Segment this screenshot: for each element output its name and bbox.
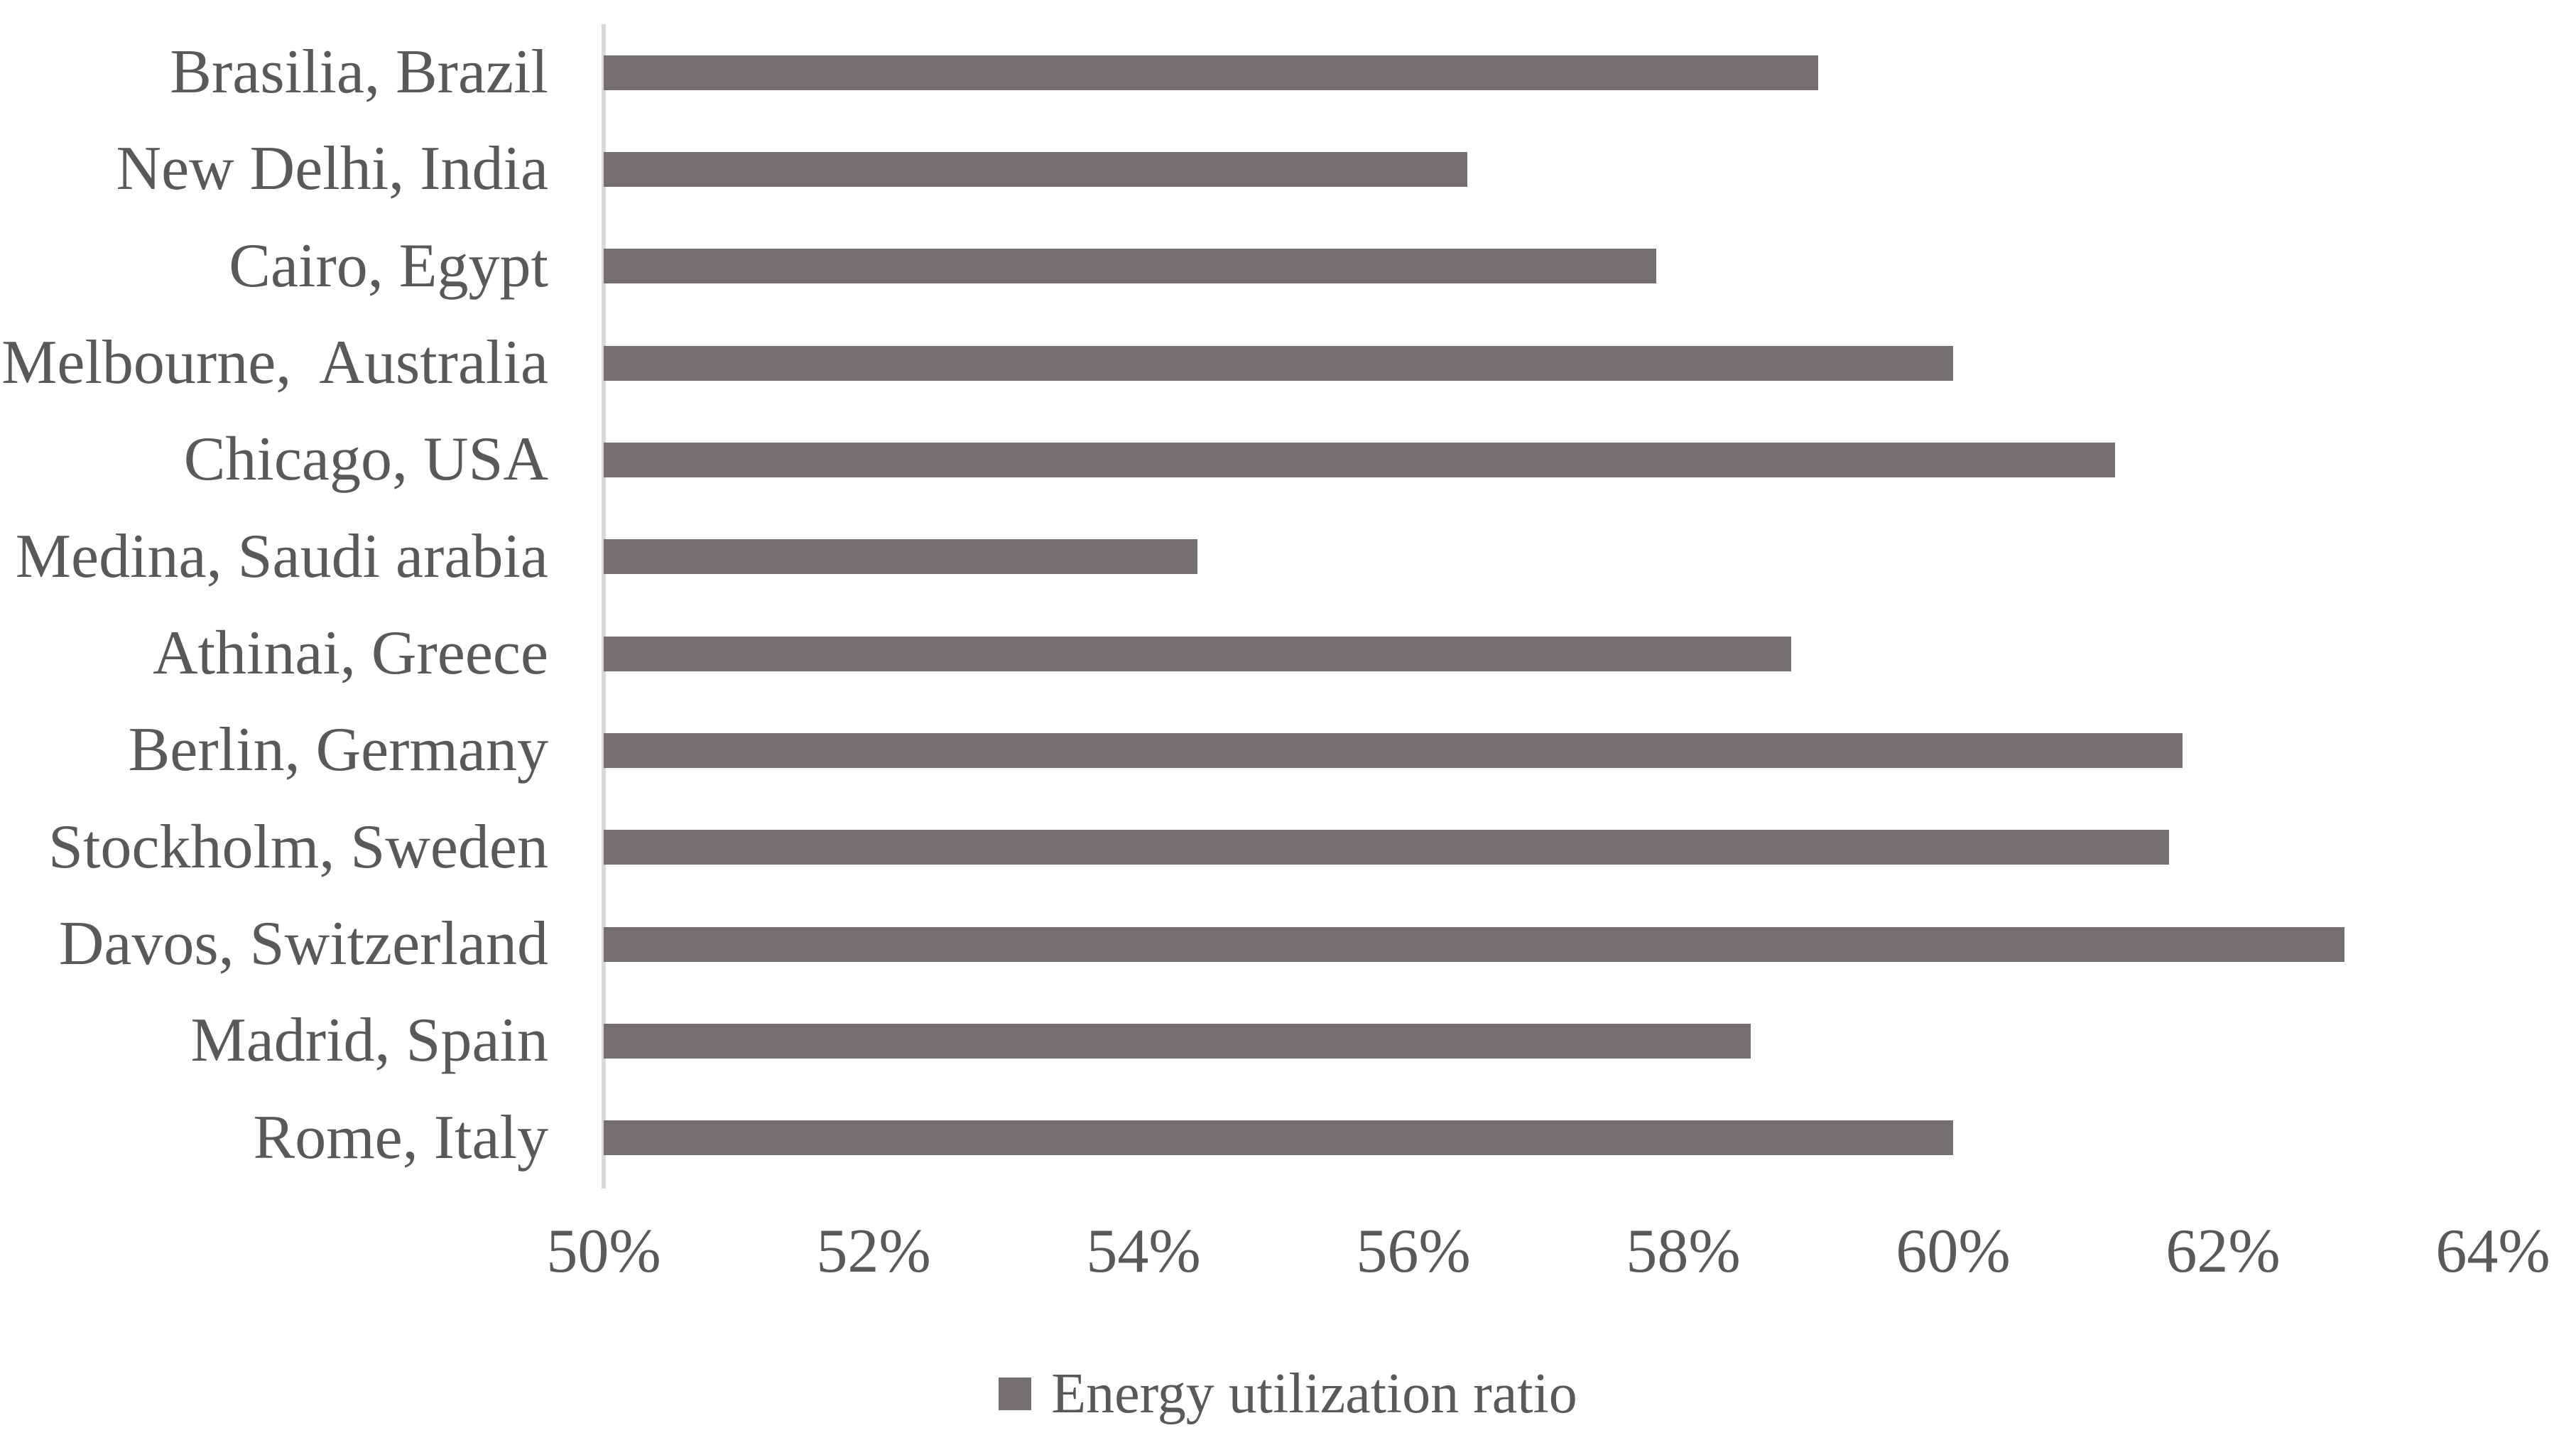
value-axis-tick-labels: 50% 52% 54% 56% 58% 60% 62% 64% — [546, 1217, 2576, 1306]
category-row: Davos, Switzerland — [0, 896, 2576, 992]
category-label: Davos, Switzerland — [58, 909, 548, 979]
category-row: Cairo, Egypt — [0, 218, 2576, 315]
bar — [604, 151, 1467, 187]
bar — [604, 830, 2169, 865]
category-label: Brasilia, Brazil — [170, 38, 548, 107]
category-label: Rome, Italy — [253, 1103, 548, 1172]
value-axis-tick-label: 54% — [1086, 1217, 1201, 1286]
bar — [604, 345, 1953, 381]
category-row: Chicago, USA — [0, 411, 2576, 508]
category-row: Melbourne, Australia — [0, 315, 2576, 411]
bar — [604, 926, 2344, 962]
value-axis-tick-label: 52% — [816, 1217, 931, 1286]
bar-track — [604, 411, 2576, 508]
category-row: Medina, Saudi arabia — [0, 509, 2576, 605]
category-row: New Delhi, India — [0, 121, 2576, 217]
value-axis-tick-label: 50% — [546, 1217, 661, 1286]
bar — [604, 1023, 1751, 1059]
bar-track — [604, 605, 2576, 702]
category-row: Madrid, Spain — [0, 992, 2576, 1089]
bar-track — [604, 24, 2576, 121]
bar-track — [604, 799, 2576, 896]
bar — [604, 636, 1791, 671]
value-axis-tick-label: 64% — [2435, 1217, 2550, 1286]
category-label: Chicago, USA — [183, 425, 548, 494]
category-label: Medina, Saudi arabia — [15, 521, 548, 591]
category-label: Cairo, Egypt — [229, 231, 548, 301]
category-label: New Delhi, India — [116, 134, 548, 204]
bar — [604, 249, 1656, 284]
bar-track — [604, 1090, 2576, 1186]
value-axis-line — [602, 24, 606, 1189]
value-axis-tick-label: 56% — [1356, 1217, 1471, 1286]
value-axis-tick-label: 60% — [1896, 1217, 2011, 1286]
category-row: Brasilia, Brazil — [0, 24, 2576, 121]
bar-track — [604, 702, 2576, 799]
legend-label: Energy utilization ratio — [1051, 1363, 1577, 1425]
category-label: Stockholm, Sweden — [48, 812, 548, 882]
category-row: Athinai, Greece — [0, 605, 2576, 702]
bar — [604, 732, 2183, 768]
plot-area: Brasilia, Brazil New Delhi, India Cairo,… — [0, 24, 2576, 1186]
value-axis-tick-label: 62% — [2165, 1217, 2281, 1286]
legend-swatch-icon — [999, 1378, 1032, 1410]
bar-track — [604, 121, 2576, 217]
bar — [604, 55, 1818, 90]
bar-track — [604, 896, 2576, 992]
category-label: Berlin, Germany — [128, 715, 548, 785]
bar-track — [604, 218, 2576, 315]
bar — [604, 1120, 1953, 1156]
category-row: Berlin, Germany — [0, 702, 2576, 799]
bar-track — [604, 315, 2576, 411]
bar — [604, 539, 1197, 575]
bar-track — [604, 992, 2576, 1089]
category-row: Stockholm, Sweden — [0, 799, 2576, 896]
category-label: Madrid, Spain — [190, 1006, 548, 1076]
category-label: Melbourne, Australia — [1, 328, 548, 398]
bar — [604, 442, 2115, 477]
legend: Energy utilization ratio — [0, 1365, 2576, 1422]
bar-track — [604, 509, 2576, 605]
category-label: Athinai, Greece — [152, 619, 548, 688]
category-row: Rome, Italy — [0, 1090, 2576, 1186]
value-axis-tick-label: 58% — [1626, 1217, 1741, 1286]
